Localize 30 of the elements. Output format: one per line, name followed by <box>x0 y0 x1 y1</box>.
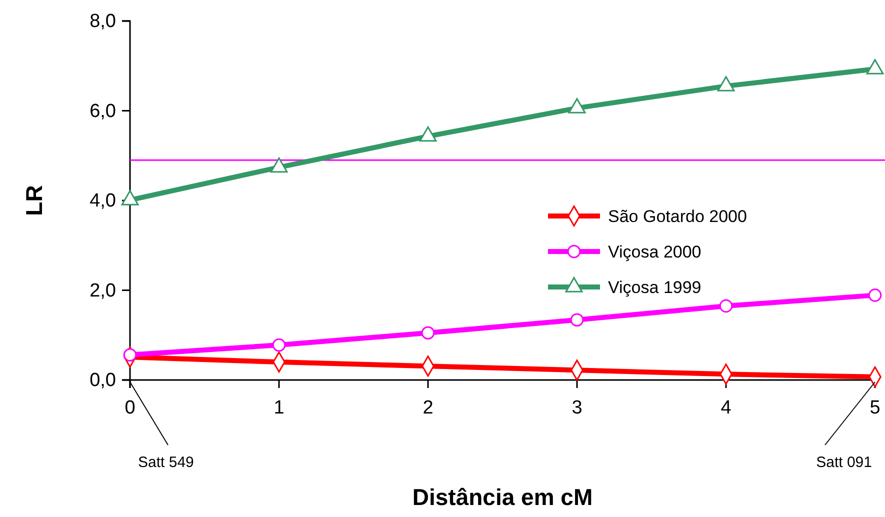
legend-label: Viçosa 2000 <box>608 242 702 262</box>
point <box>568 98 586 114</box>
y-tick-label: 0,0 <box>90 370 116 392</box>
point <box>719 299 733 313</box>
point <box>121 190 139 206</box>
point <box>866 59 884 74</box>
legend-label: Viçosa 1999 <box>608 278 702 297</box>
point <box>570 313 584 327</box>
point <box>419 126 437 142</box>
point <box>421 326 435 340</box>
y-tick-label: 8,0 <box>90 11 116 32</box>
x-tick-label: 2 <box>422 397 434 418</box>
y-tick-label: 2,0 <box>90 280 116 302</box>
x-tick-label: 3 <box>572 397 582 418</box>
point <box>270 157 288 173</box>
x-tick-label: 5 <box>870 397 880 418</box>
point <box>717 76 735 92</box>
y-tick-label: 6,0 <box>90 100 116 122</box>
legend-label: São Gotardo 2000 <box>608 207 747 226</box>
text: Satt 091 <box>816 454 872 471</box>
point <box>868 288 882 302</box>
x-axis-title: Distância em cM <box>412 484 593 510</box>
y-tick-label: 4,0 <box>90 190 116 212</box>
text: Satt 549 <box>138 454 194 471</box>
point <box>272 338 286 352</box>
x-tick-label: 4 <box>720 397 732 418</box>
y-axis-title: LR <box>21 184 47 216</box>
point <box>123 348 137 362</box>
x-tick-label: 1 <box>274 397 284 418</box>
x-tick-label: 0 <box>124 397 136 418</box>
